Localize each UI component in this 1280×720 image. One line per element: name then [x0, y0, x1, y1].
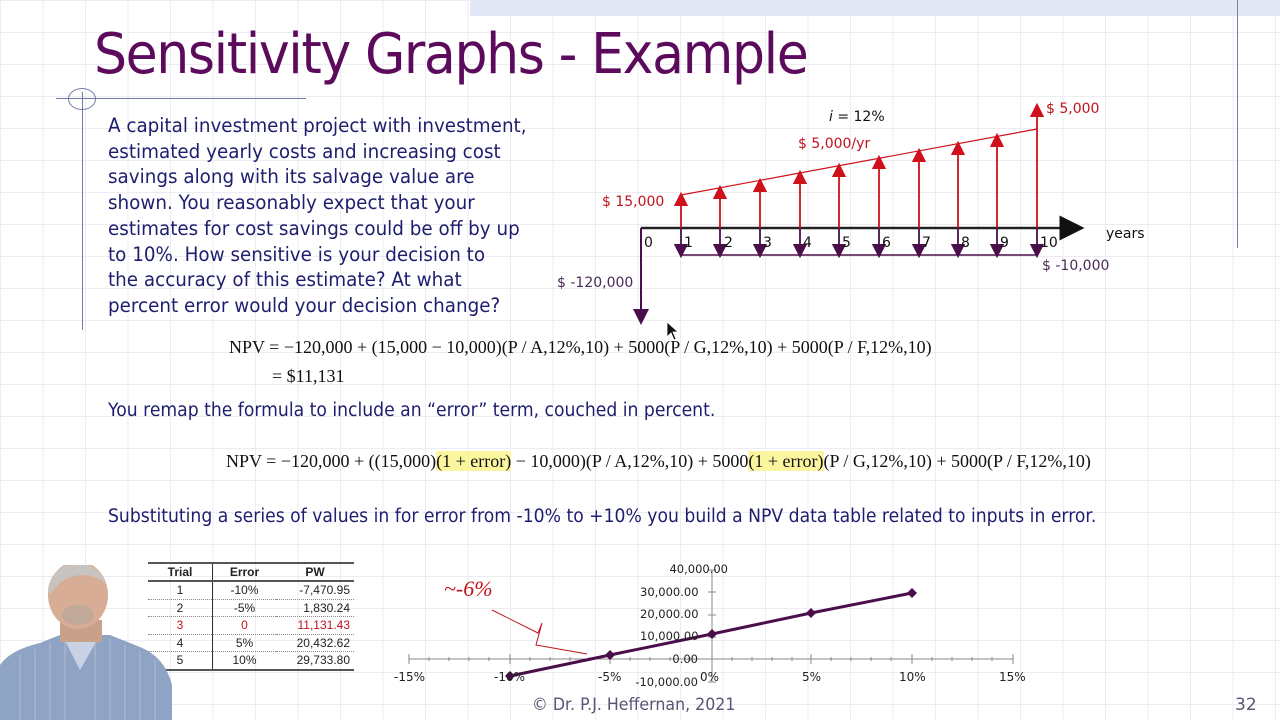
substitute-text: Substituting a series of values in for e… [108, 506, 1097, 527]
cell-pw: 1,830.24 [276, 599, 354, 617]
cell-trial: 3 [148, 616, 213, 635]
table-row: 1 -10% -7,470.95 [148, 581, 354, 600]
npv-result: = $11,131 [272, 366, 345, 386]
interest-value: = 12% [832, 109, 885, 125]
column-header-pw: PW [276, 562, 354, 582]
y-tick-label: -10,000.00 [635, 675, 698, 689]
table-row: 5 10% 29,733.80 [148, 651, 354, 671]
sensitivity-chart [408, 569, 1014, 683]
cell-pw: 29,733.80 [276, 651, 354, 671]
period-label: 9 [1000, 235, 1009, 251]
top-decorative-band [470, 0, 1280, 16]
interest-rate-label: i = 12% [829, 109, 885, 125]
investment-label: $ -120,000 [557, 275, 634, 291]
gradient-label: $ 5,000/yr [798, 136, 871, 152]
page-number: 32 [1235, 695, 1257, 715]
salvage-label: $ 5,000 [1046, 101, 1100, 117]
x-tick-label: -15% [394, 670, 426, 684]
period-label: 8 [961, 235, 970, 251]
period-label: 10 [1040, 235, 1058, 251]
problem-statement: A capital investment project with invest… [108, 113, 527, 319]
interest-symbol: i [829, 109, 833, 125]
remap-text: You remap the formula to include an “err… [108, 400, 716, 421]
cell-pw: 11,131.43 [276, 616, 354, 635]
period-label: 6 [882, 235, 891, 251]
cell-trial: 2 [148, 599, 213, 617]
first-saving-label: $ 15,000 [602, 194, 665, 210]
paragraph-line: percent error would your decision change… [108, 293, 501, 317]
column-header-error: Error [212, 562, 276, 582]
presenter-video-overlay [0, 565, 172, 720]
y-tick-label: 30,000.00 [640, 585, 699, 599]
npv-data-table: Trial Error PW 1 -10% -7,470.95 2 -5% 1,… [148, 562, 354, 671]
y-tick-label: 10,000.00 [640, 629, 699, 643]
cell-pw: 20,432.62 [276, 634, 354, 652]
error-term-highlight: (1 + error) [436, 451, 512, 471]
period-label: 5 [842, 235, 851, 251]
paragraph-line: estimated yearly costs and increasing co… [108, 139, 501, 163]
mouse-cursor-icon [666, 321, 680, 341]
table-row-highlighted: 3 0 11,131.43 [148, 616, 354, 635]
period-label: 1 [684, 235, 693, 251]
x-tick-label: -5% [598, 670, 622, 684]
paragraph-line: savings along with its salvage value are [108, 165, 475, 189]
table-row: 4 5% 20,432.62 [148, 634, 354, 652]
cost-label: $ -10,000 [1042, 258, 1110, 274]
paragraph-line: to 10%. How sensitive is your decision t… [108, 242, 486, 266]
cell-error: -10% [212, 581, 276, 600]
period-label: 2 [724, 235, 733, 251]
paragraph-line: estimates for cost savings could be off … [108, 216, 520, 240]
x-tick-label: 15% [999, 670, 1026, 684]
cell-error: 10% [212, 651, 276, 671]
crossover-annotation: ~-6% [444, 576, 493, 601]
axis-label-years: years [1106, 226, 1145, 242]
decorative-circle [68, 88, 96, 110]
x-tick-label: 5% [802, 670, 822, 684]
y-tick-label: 40,000.00 [669, 562, 728, 576]
x-tick-label: -10% [494, 670, 526, 684]
x-tick-label: 10% [899, 670, 926, 684]
right-decorative-line [1237, 0, 1238, 248]
left-margin-line [82, 92, 83, 330]
period-label: 3 [763, 235, 772, 251]
cell-trial: 4 [148, 634, 213, 652]
column-header-trial: Trial [148, 562, 213, 582]
npv-error-equation: NPV = −120,000 + ((15,000)(1 + error) − … [226, 451, 1091, 472]
period-label: 0 [644, 235, 653, 251]
period-label: 4 [803, 235, 812, 251]
paragraph-line: the accuracy of this estimate? At what [108, 268, 462, 292]
cell-pw: -7,470.95 [276, 581, 354, 600]
cell-error: 5% [212, 634, 276, 652]
footer-copyright: © Dr. P.J. Heffernan, 2021 [532, 695, 736, 715]
npv-equation: NPV = −120,000 + (15,000 − 10,000)(P / A… [229, 337, 932, 357]
y-tick-label: 0.00 [672, 652, 698, 666]
title-underline [56, 98, 306, 99]
slide-title: Sensitivity Graphs - Example [94, 22, 809, 87]
table-row: 2 -5% 1,830.24 [148, 599, 354, 617]
cell-error: -5% [212, 599, 276, 617]
equation-part: − 10,000)(P / A,12%,10) + 5000 [511, 451, 749, 471]
error-term-highlight: (1 + error) [748, 451, 824, 471]
y-tick-label: 20,000.00 [640, 607, 699, 621]
cell-trial: 5 [148, 651, 213, 671]
cell-trial: 1 [148, 581, 213, 600]
paragraph-line: A capital investment project with invest… [108, 114, 527, 137]
table-header-row: Trial Error PW [148, 562, 354, 582]
cell-error: 0 [212, 616, 276, 635]
x-tick-label: 0% [700, 670, 720, 684]
equation-part: NPV = −120,000 + ((15,000) [226, 451, 437, 471]
period-label: 7 [922, 235, 931, 251]
equation-part: (P / G,12%,10) + 5000(P / F,12%,10) [823, 451, 1091, 471]
cash-flow-diagram [633, 102, 1085, 325]
paragraph-line: shown. You reasonably expect that your [108, 191, 475, 215]
